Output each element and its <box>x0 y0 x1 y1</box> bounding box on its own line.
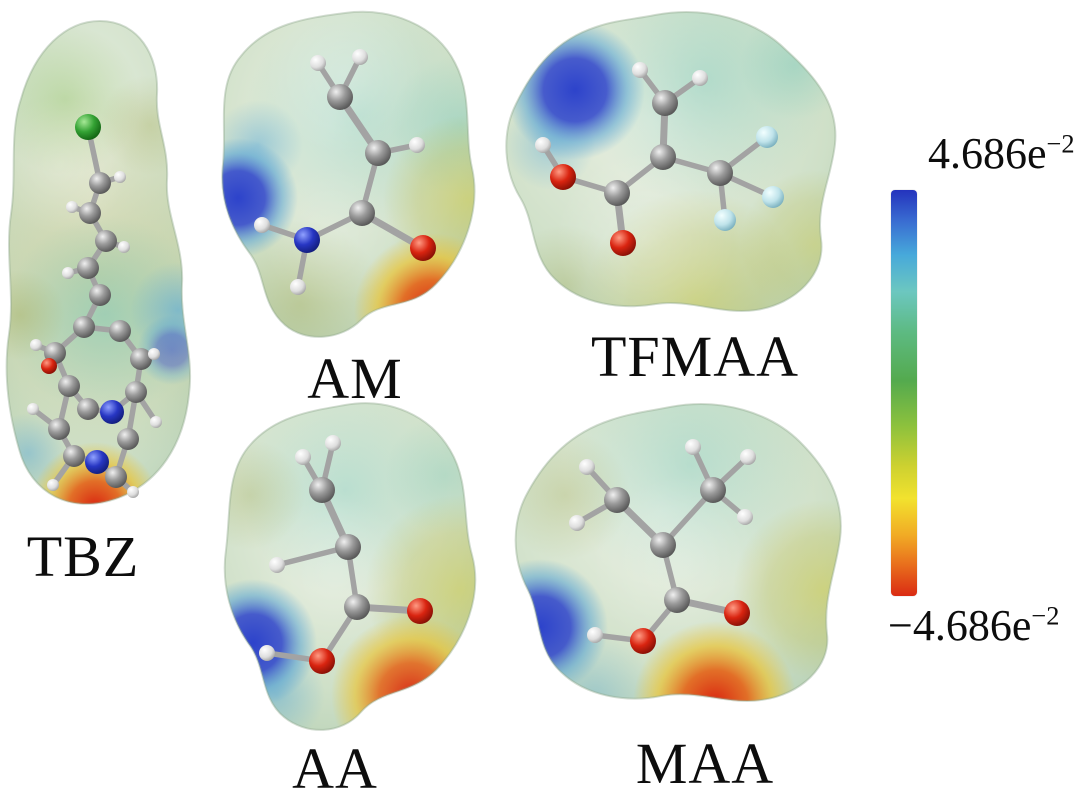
colorbar-max-label: 4.686e−2 <box>928 129 1075 178</box>
tbz-atoms <box>27 114 162 498</box>
colorbar-max-exp: −2 <box>1046 128 1075 159</box>
am-mep-surface <box>221 10 476 338</box>
tfmaa-mep-surface <box>505 11 837 312</box>
colorbar-min-label: −4.686e−2 <box>888 601 1059 650</box>
maa-atoms <box>569 439 756 654</box>
aa-atoms <box>259 435 433 674</box>
tfmaa-atoms <box>535 62 784 256</box>
am-surface-shading <box>222 11 475 337</box>
maa-surface-shading <box>515 404 841 701</box>
tfmaa-surface-shading <box>506 12 836 311</box>
aa-mep-surface <box>223 402 477 731</box>
tfmaa-label: TFMAA <box>590 324 800 389</box>
tbz-label: TBZ <box>26 524 140 589</box>
am-atoms <box>254 49 436 295</box>
tbz-mep-surface <box>5 19 192 505</box>
am-label: AM <box>307 346 403 411</box>
aa-surface-shading <box>224 403 476 730</box>
colorbar-gradient <box>891 190 917 596</box>
maa-mep-surface <box>514 403 842 702</box>
maa-label: MAA <box>635 731 775 796</box>
colorbar-max-base: 4.686e <box>928 129 1047 178</box>
colorbar-min-exp: −2 <box>1031 600 1060 631</box>
colorbar-min-base: −4.686e <box>888 601 1032 650</box>
aa-label: AA <box>292 736 378 797</box>
